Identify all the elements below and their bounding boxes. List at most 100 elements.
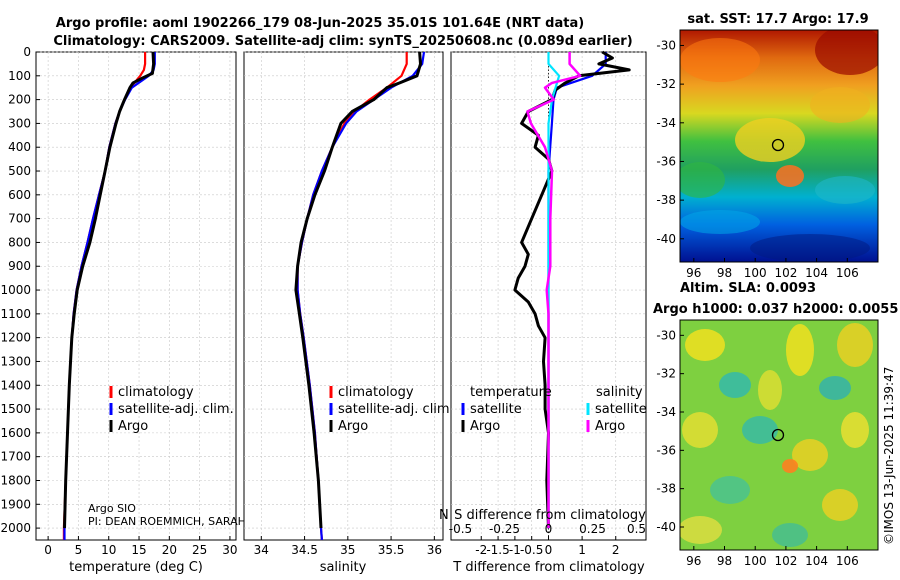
depth-tick-labels: 0 100 200 300 400 500 600 700 800 900 1000 1100 1200…	[0, 45, 40, 535]
x-tick-label: -0.5	[520, 543, 543, 557]
s-diff-tick-label: 0.5	[627, 522, 646, 536]
difference-x-ticks: -2 -1.5 -1 -0.5 0 1 2	[475, 536, 620, 557]
sst-map-frame	[679, 29, 879, 263]
diff-legend-sal-argo-label: Argo	[595, 419, 625, 434]
imos-stamp: ©IMOS 13-Jun-2025 11:39:47	[882, 367, 896, 545]
sst-map-title: sat. SST: 17.7 Argo: 17.9	[687, 12, 868, 27]
figure-title-line2: Climatology: CARS2009. Satellite-adj cli…	[53, 34, 632, 49]
x-tick-label: 34.5	[291, 543, 318, 557]
y-tick-label: 1400	[0, 378, 31, 392]
map-x-tick-label: 96	[686, 266, 701, 280]
y-tick-label: 1000	[0, 283, 31, 297]
s-diff-tick-label: -0.5	[449, 522, 472, 536]
map-y-tick-label: -38	[656, 482, 676, 496]
temperature-legend: climatology satellite-adj. clim. Argo	[109, 385, 234, 434]
map-x-tick-label: 104	[805, 554, 828, 568]
y-tick-label: 600	[8, 188, 31, 202]
x-tick-label: 1	[578, 543, 586, 557]
x-tick-label: 10	[101, 543, 116, 557]
map-x-tick-label: 100	[744, 554, 767, 568]
temperature-x-ticks: 0 5 10 15 20 25 30	[44, 536, 238, 557]
sla-map-title1: Altim. SLA: 0.0093	[680, 281, 816, 296]
map-y-tick-label: -38	[656, 193, 676, 207]
y-tick-label: 1200	[0, 331, 31, 345]
sal-legend-satellite-label: satellite-adj. clim.	[338, 402, 454, 417]
x-tick-label: -1	[509, 543, 521, 557]
map-x-tick-label: 98	[717, 266, 732, 280]
y-tick-label: 1900	[0, 497, 31, 511]
s-diff-tick-label: -0.25	[489, 522, 520, 536]
map-y-tick-label: -32	[656, 77, 676, 91]
map-y-tick-label: -30	[656, 328, 676, 342]
s-diff-tick-label: 0.25	[579, 522, 606, 536]
salinity-legend: climatology satellite-adj. clim. Argo	[329, 385, 454, 434]
x-tick-label: 34	[254, 543, 269, 557]
diff-legend-temp-argo-label: Argo	[470, 419, 500, 434]
x-tick-label: 25	[192, 543, 207, 557]
pi-line1: Argo SIO	[88, 502, 136, 515]
salinity-x-label: salinity	[320, 560, 367, 575]
s-difference-ticks: -0.5 -0.25 0 0.25 0.5	[449, 522, 646, 536]
legend-climatology-label: climatology	[118, 385, 194, 400]
argo-location-marker-sla	[771, 428, 785, 442]
cut-label: N	[439, 508, 449, 523]
y-tick-label: 1300	[0, 354, 31, 368]
map-y-tick-label: -32	[656, 367, 676, 381]
y-tick-label: 300	[8, 116, 31, 130]
map-x-tick-label: 106	[836, 554, 859, 568]
y-tick-label: 800	[8, 235, 31, 249]
y-tick-label: 500	[8, 164, 31, 178]
x-tick-label: -1.5	[486, 543, 509, 557]
salinity-panel: 34 34.5 35 35.5 36 salinity climatology sate…	[243, 51, 454, 575]
map-y-tick-label: -34	[656, 405, 676, 419]
figure-title-line1: Argo profile: aoml 1902266_179 08-Jun-20…	[56, 16, 584, 31]
y-tick-label: 100	[8, 69, 31, 83]
y-tick-label: 0	[23, 45, 31, 59]
diff-legend-temp-sat-label: satellite	[470, 402, 522, 417]
temperature-panel: 0100200300400500600700800900100011001200…	[0, 45, 245, 575]
x-tick-label: 15	[131, 543, 146, 557]
map-y-tick-label: -40	[656, 232, 676, 246]
y-tick-label: 1800	[0, 473, 31, 487]
y-tick-label: 1100	[0, 307, 31, 321]
sla-map-frame	[679, 319, 879, 551]
map-x-tick-label: 100	[744, 266, 767, 280]
s-diff-tick-label: 0	[545, 522, 553, 536]
x-tick-label: 35.5	[378, 543, 405, 557]
sla-map-title2: Argo h1000: 0.037 h2000: 0.0055	[653, 302, 898, 317]
map-x-tick-label: 102	[774, 266, 797, 280]
salinity-axes	[243, 51, 444, 541]
x-tick-label: 0	[545, 543, 553, 557]
salinity-x-ticks: 34 34.5 35 35.5 36	[254, 536, 442, 557]
argo-location-marker	[771, 138, 785, 152]
y-tick-label: 1500	[0, 402, 31, 416]
x-tick-label: -2	[475, 543, 487, 557]
y-tick-label: 1600	[0, 426, 31, 440]
series-line-temperature-argo	[513, 50, 631, 529]
sla-map-image	[680, 320, 878, 550]
pi-line2: PI: DEAN ROEMMICH, SARAH	[88, 515, 246, 528]
sst-map-image	[680, 30, 878, 262]
legend-temperature-title: temperature	[470, 385, 552, 400]
t-difference-x-label: T difference from climatology	[452, 560, 645, 575]
difference-legend: temperature salinity satellite Argo sate…	[461, 385, 647, 434]
map-y-tick-label: -40	[656, 520, 676, 534]
y-tick-label: 2000	[0, 521, 31, 535]
x-tick-label: 2	[612, 543, 620, 557]
y-tick-label: 200	[8, 93, 31, 107]
sal-legend-climatology-label: climatology	[338, 385, 414, 400]
x-tick-label: 30	[222, 543, 237, 557]
temperature-x-label: temperature (deg C)	[69, 560, 203, 575]
sla-map-panel: Altim. SLA: 0.0093 Argo h1000: 0.037 h20…	[653, 281, 898, 568]
map-x-tick-label: 106	[836, 266, 859, 280]
map-x-tick-label: 96	[686, 554, 701, 568]
difference-panel: -2 -1.5 -1 -0.5 0 1 2 temperature salinity sat…	[439, 50, 647, 575]
temperature-axes	[35, 51, 237, 541]
map-x-tick-label: 102	[774, 554, 797, 568]
x-tick-label: 35	[340, 543, 355, 557]
x-tick-label: 0	[44, 543, 52, 557]
y-tick-label: 1700	[0, 450, 31, 464]
y-tick-label: 700	[8, 212, 31, 226]
sst-map-panel: sat. SST: 17.7 Argo: 17.9 -30 -32 -34 -36 -3…	[656, 12, 879, 280]
